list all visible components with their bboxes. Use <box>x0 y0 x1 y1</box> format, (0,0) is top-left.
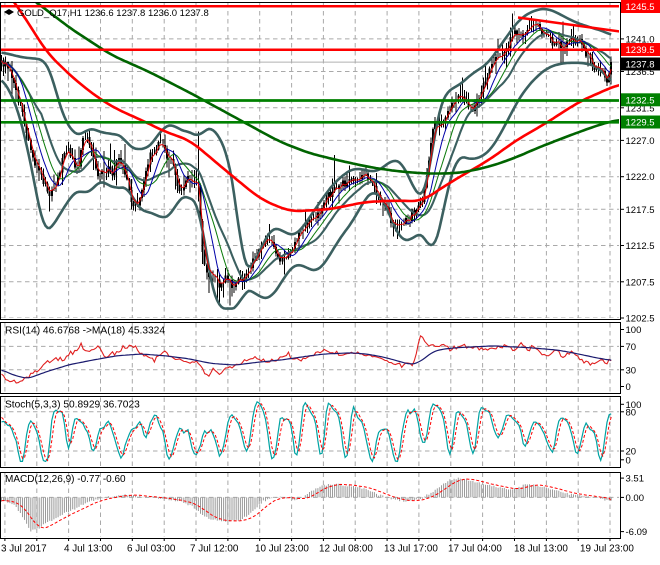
svg-text:3 Jul 2017: 3 Jul 2017 <box>1 544 47 555</box>
svg-text:18 Jul 13:00: 18 Jul 13:00 <box>514 544 568 555</box>
svg-text:19 Jul 23:00: 19 Jul 23:00 <box>580 544 634 555</box>
svg-text:1222.0: 1222.0 <box>626 172 655 183</box>
svg-text:1236.5: 1236.5 <box>626 67 655 78</box>
svg-text:13 Jul 17:00: 13 Jul 17:00 <box>384 544 438 555</box>
svg-text:7 Jul 12:00: 7 Jul 12:00 <box>190 544 239 555</box>
svg-text:30: 30 <box>626 365 637 376</box>
svg-text:100: 100 <box>626 400 642 411</box>
svg-text:20: 20 <box>626 447 637 458</box>
svg-text:Stoch(5,3,3) 50.8929 36.7023: Stoch(5,3,3) 50.8929 36.7023 <box>5 400 140 411</box>
svg-text:17 Jul 04:00: 17 Jul 04:00 <box>448 544 502 555</box>
svg-text:1202.5: 1202.5 <box>626 314 655 325</box>
svg-text:6 Jul 03:00: 6 Jul 03:00 <box>127 544 176 555</box>
svg-text:0: 0 <box>626 455 631 466</box>
svg-text:1232.5: 1232.5 <box>626 95 655 106</box>
svg-text:0.00: 0.00 <box>626 493 645 504</box>
svg-text:12 Jul 08:00: 12 Jul 08:00 <box>319 544 373 555</box>
svg-text:100: 100 <box>626 325 642 336</box>
svg-text:0: 0 <box>626 382 631 393</box>
svg-text:70: 70 <box>626 342 637 353</box>
svg-text:1229.5: 1229.5 <box>626 118 655 129</box>
svg-text:1217.5: 1217.5 <box>626 205 655 216</box>
svg-text:1239.5: 1239.5 <box>626 45 655 56</box>
svg-text:1241.0: 1241.0 <box>626 34 655 45</box>
svg-text:4 Jul 13:00: 4 Jul 13:00 <box>64 544 113 555</box>
svg-text:GOLD_Q17,H1 1236.6 1237.8 123: GOLD_Q17,H1 1236.6 1237.8 1236.0 1237.8 <box>17 8 209 19</box>
svg-text:RSI(14) 46.6768 ->MA(18) 45.3: RSI(14) 46.6768 ->MA(18) 45.3324 <box>5 326 165 337</box>
svg-text:80: 80 <box>626 407 637 418</box>
svg-text:1245.5: 1245.5 <box>626 2 655 13</box>
svg-text:3.51: 3.51 <box>626 474 645 485</box>
svg-text:1227.0: 1227.0 <box>626 136 655 147</box>
svg-text:1237.8: 1237.8 <box>626 60 655 71</box>
svg-text:10 Jul 23:00: 10 Jul 23:00 <box>255 544 309 555</box>
svg-text:-6.09: -6.09 <box>626 527 648 538</box>
svg-text:1207.5: 1207.5 <box>626 277 655 288</box>
svg-text:1231.5: 1231.5 <box>626 103 655 114</box>
svg-text:MACD(12,26,9) -0.77 -0.60: MACD(12,26,9) -0.77 -0.60 <box>5 474 126 485</box>
svg-text:1212.5: 1212.5 <box>626 241 655 252</box>
